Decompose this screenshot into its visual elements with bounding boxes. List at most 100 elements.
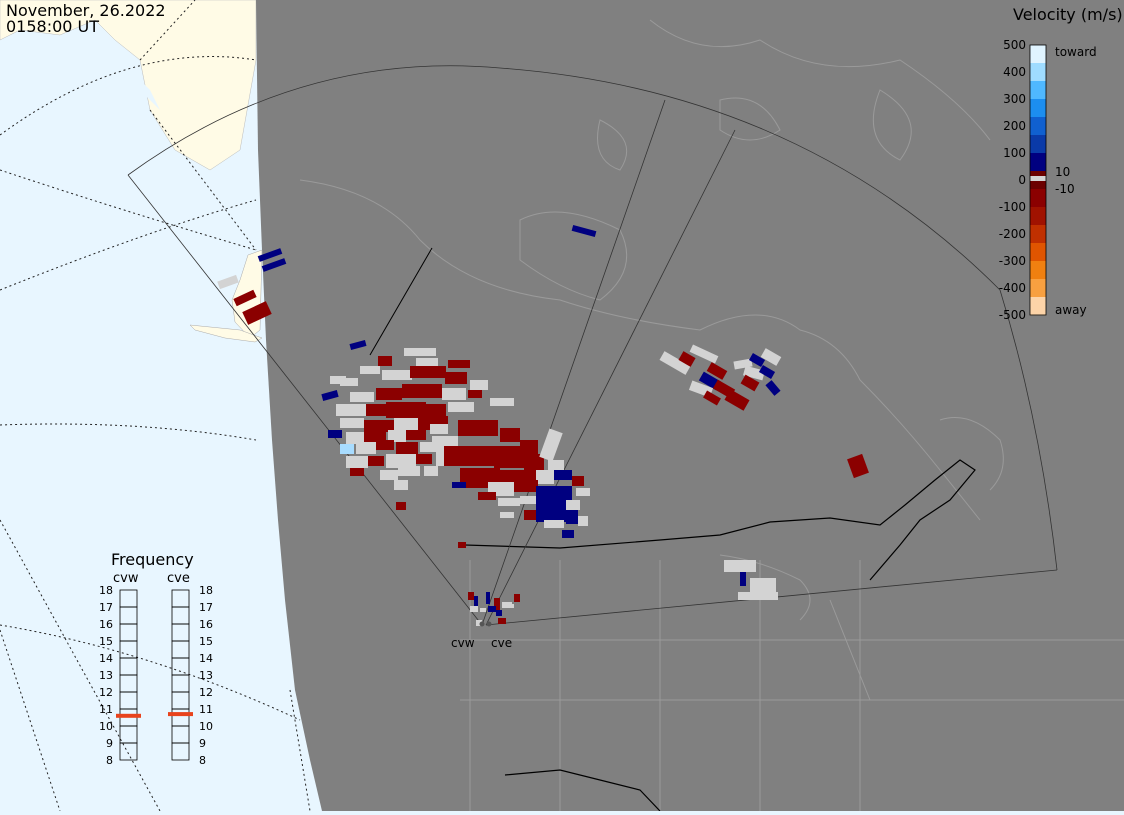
away-velocity-cell [368,456,384,466]
colorbar-segment [1030,297,1046,316]
site-label-cve: cve [491,636,512,650]
ground-scatter-cell [760,348,782,366]
away-velocity-cell [724,389,750,411]
away-velocity-cell [470,480,488,488]
ground-scatter-cell [386,454,416,468]
colorbar-segment [1030,153,1046,172]
us-canada-border [464,459,976,581]
ground-scatter-cell [442,388,466,400]
ground-scatter-cell [470,380,488,390]
frequency-scale-label: 17 [99,601,113,614]
away-velocity-cell [706,362,728,380]
colorbar-tick-label: 0 [1018,173,1026,187]
colorbar-tick-label: 400 [1003,65,1026,79]
toward-velocity-cell [765,380,781,396]
away-velocity-cell [847,453,869,479]
frequency-scale-label: 18 [199,584,213,597]
ground-scatter-cell [689,344,719,364]
away-velocity-cell [416,454,432,464]
ground-scatter-cell [382,370,412,380]
frequency-scale-label: 16 [199,618,213,631]
away-velocity-cell [500,428,520,442]
ground-scatter-cell [430,424,448,434]
frequency-scale-label: 14 [99,652,113,665]
frequency-scale-label: 13 [199,669,213,682]
away-velocity-cell [445,372,467,384]
toward-velocity-cell [748,353,766,367]
away-velocity-cell [678,351,696,367]
colorbar-segment [1030,99,1046,118]
colorbar-tick-label: 300 [1003,92,1026,106]
colorbar-tick-label: -500 [999,308,1026,322]
toward-velocity-cell [554,470,572,480]
date-label: November, 26.2022 [6,1,166,20]
velocity-scatter [217,224,869,626]
ground-scatter-cell [490,398,514,406]
toward-velocity-cell [261,258,287,272]
frequency-scale-label: 11 [99,703,113,716]
frequency-scale-label: 8 [199,754,206,767]
away-velocity-cell [572,476,584,486]
site-marker-cve [486,621,492,627]
ground-scatter-cell [424,466,438,476]
away-velocity-cell [378,356,392,366]
away-velocity-cell [524,510,536,520]
away-velocity-cell [478,492,496,500]
away-velocity-cell [703,390,721,406]
away-velocity-cell [233,289,257,307]
toward-velocity-cell [758,365,776,379]
away-velocity-cell [524,454,544,470]
toward-velocity-cell [488,606,496,612]
ground-scatter-cell [480,608,486,612]
colorbar-tick-label: -100 [999,200,1026,214]
away-velocity-cell [494,598,500,610]
ground-scatter-cell [544,520,564,528]
ground-scatter-cell [476,620,482,626]
toward-velocity-cell [566,510,578,524]
ground-scatter-cell [388,430,406,442]
away-velocity-cell [514,594,520,602]
frequency-scale-label: 14 [199,652,213,665]
away-velocity-cell [514,480,538,492]
away-velocity-cell [410,366,446,378]
ground-scatter-cell [394,480,408,490]
ground-scatter-cell [448,402,474,412]
ground-scatter-cell [336,404,366,416]
away-velocity-cell [376,440,394,450]
ground-scatter-cell [404,348,436,356]
ground-scatter-cell [356,442,376,454]
ground-scatter-cell [536,470,554,484]
frequency-scale-label: 15 [199,635,213,648]
toward-velocity-cell [328,430,342,438]
away-velocity-cell [494,446,524,468]
ground-scatter-cell [500,512,514,518]
away-velocity-cell [242,301,272,325]
away-velocity-cell [386,402,426,418]
away-velocity-cell [366,404,386,416]
frequency-scale-label: 9 [106,737,113,750]
frequency-scale-label: 11 [199,703,213,716]
ground-scatter-cell [539,428,563,462]
frequency-cell [119,742,138,761]
ground-scatter-cell [498,498,520,506]
colorbar-tick-label: 500 [1003,38,1026,52]
colorbar-small-tick: 10 [1055,165,1070,179]
frequency-scale-label: 8 [106,754,113,767]
ground-scatter-cell [750,578,776,592]
velocity-colorbar: 500 400 300 200 100 0 -100 -200 -300 -400 -500 10 -1… [999,38,1097,322]
ground-scatter-cell [340,378,358,386]
away-velocity-cell [468,592,474,600]
colorbar-segment [1030,189,1046,208]
toward-velocity-cell [349,340,367,350]
colorbar-tick-label: 100 [1003,146,1026,160]
ground-scatter-cell [566,500,580,510]
colorbar-tick-label: 200 [1003,119,1026,133]
away-velocity-cell [426,404,446,416]
colorbar-segment [1030,135,1046,154]
away-velocity-cell [498,618,506,624]
away-velocity-cell [458,420,498,436]
away-velocity-cell [520,440,538,454]
away-velocity-cell [364,420,394,432]
